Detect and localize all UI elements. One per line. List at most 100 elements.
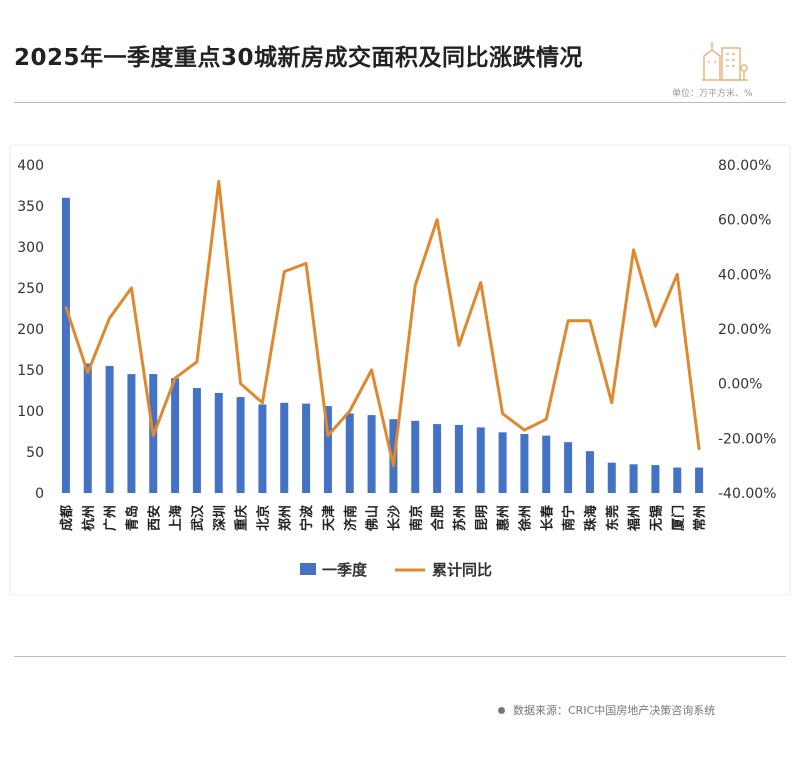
line-point bbox=[436, 218, 439, 221]
x-tick-label: 南京 bbox=[408, 505, 424, 531]
bullet-icon bbox=[498, 707, 505, 714]
x-tick-label: 珠海 bbox=[583, 505, 599, 531]
line-point bbox=[217, 180, 220, 183]
unit-label: 单位：万平方米、% bbox=[672, 89, 753, 99]
x-tick-label: 惠州 bbox=[496, 505, 512, 531]
bar bbox=[345, 413, 354, 493]
x-tick-label: 徐州 bbox=[517, 505, 533, 532]
line-point bbox=[108, 317, 111, 320]
x-tick-label: 佛山 bbox=[365, 505, 381, 532]
legend-line-label: 累计同比 bbox=[432, 561, 492, 579]
line-point bbox=[86, 371, 89, 374]
source-text: 数据来源：CRIC中国房地产决策咨询系统 bbox=[513, 704, 716, 717]
legend-bar-swatch bbox=[300, 563, 316, 575]
line-point bbox=[479, 281, 482, 284]
line-point bbox=[523, 429, 526, 432]
x-tick-label: 东莞 bbox=[605, 505, 621, 531]
bar bbox=[411, 420, 420, 493]
x-tick-label: 长春 bbox=[539, 504, 555, 531]
line-point bbox=[654, 325, 657, 328]
line-point bbox=[174, 377, 177, 380]
bar bbox=[695, 467, 704, 493]
line-point bbox=[392, 464, 395, 467]
bar bbox=[83, 363, 92, 493]
bar bbox=[171, 378, 180, 493]
line-point bbox=[305, 262, 308, 265]
line-point bbox=[457, 344, 460, 347]
y-right-tick-label: 20.00% bbox=[718, 322, 771, 338]
bar bbox=[323, 406, 332, 493]
y-left-tick-label: 200 bbox=[17, 322, 44, 338]
x-tick-label: 济南 bbox=[343, 505, 359, 531]
bar bbox=[302, 403, 311, 493]
line-point bbox=[130, 287, 133, 289]
x-tick-label: 苏州 bbox=[452, 505, 468, 531]
line-point bbox=[348, 410, 351, 412]
bar bbox=[564, 442, 573, 493]
bar bbox=[192, 388, 201, 493]
bar bbox=[105, 365, 114, 493]
line-point bbox=[676, 273, 679, 276]
x-tick-label: 无锡 bbox=[648, 505, 664, 532]
line-point bbox=[632, 248, 635, 251]
y-left-tick-label: 250 bbox=[17, 281, 44, 297]
source-note: 数据来源：CRIC中国房地产决策咨询系统 bbox=[498, 702, 715, 718]
line-point bbox=[152, 434, 155, 437]
y-right-tick-label: 40.00% bbox=[718, 267, 771, 283]
line-point bbox=[261, 401, 264, 404]
y-right-tick-label: -40.00% bbox=[718, 486, 776, 502]
bar bbox=[520, 433, 529, 493]
x-tick-label: 常州 bbox=[692, 505, 708, 531]
bar bbox=[236, 397, 245, 493]
line-series bbox=[64, 179, 701, 468]
divider bbox=[14, 656, 786, 657]
line-point bbox=[414, 284, 417, 287]
bar bbox=[433, 424, 442, 493]
line-point bbox=[283, 270, 286, 273]
plot-frame bbox=[9, 144, 791, 596]
x-tick-label: 郑州 bbox=[277, 505, 293, 531]
line-point bbox=[610, 401, 613, 404]
line-point bbox=[501, 412, 504, 415]
x-tick-label: 深圳 bbox=[212, 505, 228, 531]
bar bbox=[258, 404, 267, 493]
x-tick-label: 广州 bbox=[103, 505, 119, 531]
x-tick-label: 合肥 bbox=[430, 505, 446, 531]
bar bbox=[498, 432, 507, 493]
bar bbox=[454, 424, 463, 493]
x-tick-label: 宁波 bbox=[299, 504, 315, 531]
x-tick-label: 上海 bbox=[168, 505, 184, 531]
y-left-tick-label: 350 bbox=[17, 199, 44, 215]
bar bbox=[127, 374, 136, 493]
x-tick-label: 长沙 bbox=[386, 505, 402, 531]
bar bbox=[542, 435, 551, 493]
bar bbox=[214, 392, 223, 493]
bar bbox=[476, 427, 485, 493]
y-right-tick-label: 0.00% bbox=[718, 377, 762, 393]
line-point bbox=[370, 369, 373, 371]
bar bbox=[61, 197, 70, 494]
y-left-tick-label: 50 bbox=[26, 445, 44, 461]
x-tick-label: 南宁 bbox=[561, 505, 577, 531]
x-tick-label: 西安 bbox=[146, 505, 162, 531]
bar bbox=[280, 402, 289, 493]
bar bbox=[585, 451, 594, 493]
y-left-tick-label: 0 bbox=[35, 486, 44, 502]
line-point bbox=[326, 434, 329, 437]
line-point bbox=[545, 418, 548, 421]
building-icon bbox=[700, 38, 748, 86]
bar bbox=[629, 464, 638, 493]
line-point bbox=[64, 306, 67, 309]
legend-bar-label: 一季度 bbox=[322, 561, 368, 579]
bar bbox=[607, 462, 616, 493]
x-tick-label: 武汉 bbox=[190, 504, 206, 531]
x-tick-label: 天津 bbox=[321, 505, 337, 531]
chart: 0 50 100 150 200 250 300 350 400 -40.00% -20.00% 0.… bbox=[9, 144, 791, 596]
x-tick-label: 北京 bbox=[255, 505, 271, 531]
line-point bbox=[567, 319, 570, 322]
x-tick-label: 昆明 bbox=[474, 505, 490, 531]
bar bbox=[367, 415, 376, 493]
y-left-tick-label: 300 bbox=[17, 240, 44, 256]
y-left-tick-label: 150 bbox=[17, 363, 44, 379]
